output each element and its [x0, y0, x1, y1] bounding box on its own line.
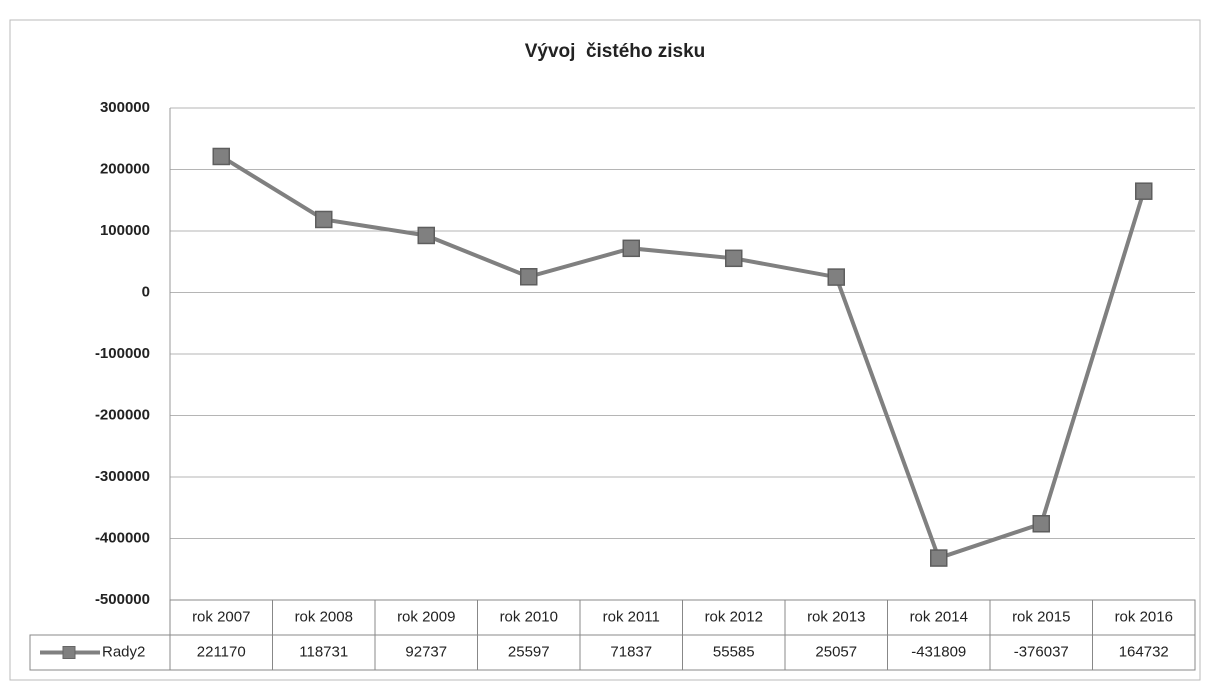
x-tick-label: rok 2011 [603, 608, 660, 625]
chart-border [9, 19, 1201, 681]
table-value: -431809 [911, 643, 966, 660]
data-marker [1032, 515, 1050, 533]
x-tick-label: rok 2014 [910, 608, 968, 625]
table-value: 71837 [610, 643, 652, 660]
table-value: 118731 [299, 643, 348, 660]
x-tick-label: rok 2015 [1012, 608, 1070, 625]
x-tick-label: rok 2009 [397, 608, 455, 625]
y-tick-label: -400000 [95, 529, 150, 546]
data-marker [417, 226, 435, 245]
data-marker [315, 210, 333, 229]
table-value: 55585 [713, 643, 755, 660]
legend-marker [62, 646, 76, 659]
y-tick-label: -200000 [95, 406, 150, 423]
data-marker [1135, 182, 1153, 200]
y-tick-label: 0 [142, 283, 150, 300]
data-marker [622, 239, 640, 258]
data-marker [930, 549, 948, 567]
table-value: -376037 [1014, 643, 1069, 660]
x-tick-label: rok 2007 [192, 608, 250, 625]
y-tick-label: -100000 [95, 345, 150, 362]
data-marker [725, 249, 743, 268]
x-tick-label: rok 2010 [500, 608, 558, 625]
x-tick-label: rok 2012 [705, 608, 763, 625]
y-tick-label: 300000 [100, 99, 150, 116]
y-tick-label: 200000 [100, 160, 150, 177]
table-value: 221170 [197, 643, 246, 660]
table-value: 25057 [815, 643, 857, 660]
y-tick-label: -300000 [95, 468, 150, 485]
data-marker [827, 268, 845, 286]
y-tick-label: 100000 [100, 222, 150, 239]
x-tick-label: rok 2013 [807, 608, 865, 625]
table-value: 25597 [508, 643, 550, 660]
table-value: 164732 [1119, 643, 1169, 660]
data-marker [520, 268, 538, 286]
y-tick-label: -500000 [95, 591, 150, 608]
legend-label: Rady2 [102, 643, 145, 660]
x-tick-label: rok 2008 [295, 608, 353, 625]
table-value: 92737 [405, 643, 447, 660]
x-tick-label: rok 2016 [1115, 608, 1173, 625]
data-line [220, 154, 1146, 561]
data-table [29, 634, 1196, 671]
chart-title: Vývoj čistého zisku [525, 41, 706, 62]
data-marker [212, 147, 230, 166]
